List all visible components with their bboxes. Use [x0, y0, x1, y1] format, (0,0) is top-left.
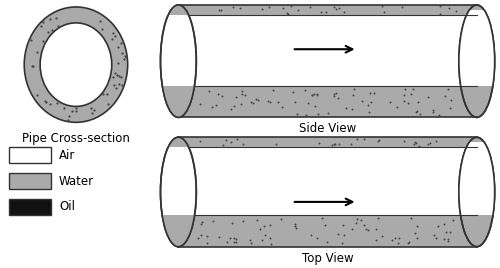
Text: Air: Air	[59, 149, 76, 162]
Bar	[178, 137, 477, 147]
Bar	[178, 85, 477, 117]
Ellipse shape	[160, 5, 196, 117]
Ellipse shape	[459, 137, 494, 247]
Ellipse shape	[459, 5, 494, 117]
FancyBboxPatch shape	[178, 137, 477, 247]
Ellipse shape	[459, 5, 494, 117]
Text: Pipe Cross-section: Pipe Cross-section	[22, 132, 130, 145]
Ellipse shape	[160, 5, 196, 117]
Ellipse shape	[160, 5, 196, 117]
FancyBboxPatch shape	[178, 5, 477, 117]
Ellipse shape	[160, 137, 196, 247]
Ellipse shape	[459, 137, 494, 247]
Ellipse shape	[160, 137, 196, 247]
Bar	[178, 5, 477, 15]
Ellipse shape	[24, 7, 128, 122]
Text: Water: Water	[59, 174, 94, 188]
Bar	[178, 215, 477, 247]
Text: Side View: Side View	[299, 122, 356, 135]
Bar	[10, 173, 51, 189]
Text: Top View: Top View	[302, 252, 354, 265]
Bar	[10, 199, 51, 215]
Bar	[10, 147, 51, 163]
Ellipse shape	[40, 23, 112, 106]
Text: Oil: Oil	[59, 200, 75, 213]
Ellipse shape	[160, 137, 196, 247]
